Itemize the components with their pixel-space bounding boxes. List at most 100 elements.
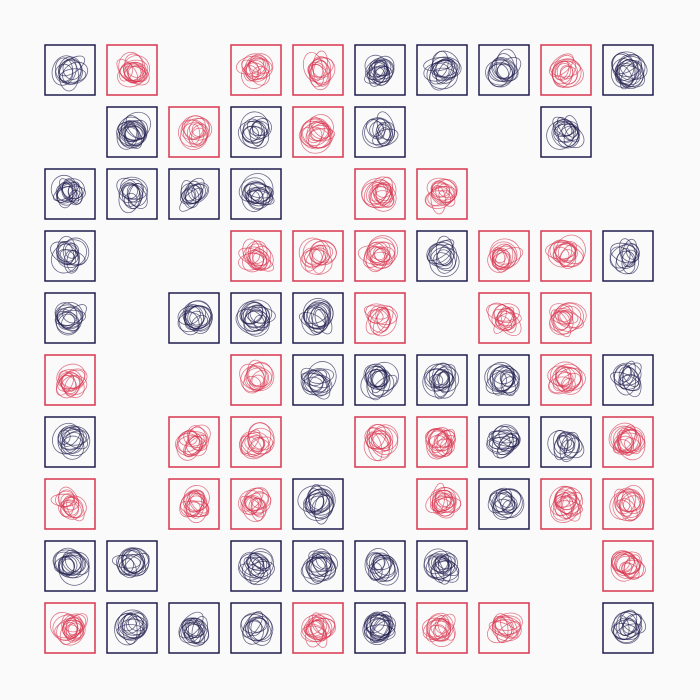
scribble	[620, 492, 645, 518]
scribble	[498, 492, 516, 513]
scribble	[177, 435, 200, 453]
scribble	[492, 424, 520, 452]
cell-frame	[354, 540, 406, 592]
scribble	[309, 617, 336, 639]
scribble	[54, 310, 87, 326]
scribble	[239, 430, 265, 456]
scribble	[310, 123, 332, 142]
scribble	[428, 550, 456, 573]
scribble	[64, 551, 87, 573]
scribble	[547, 430, 575, 459]
cell-frame	[44, 292, 96, 344]
cell	[602, 478, 654, 530]
scribble	[241, 301, 264, 325]
scribble	[492, 243, 516, 268]
scribble	[239, 563, 265, 579]
scribble	[488, 433, 519, 450]
scribble	[430, 244, 452, 265]
scribble	[51, 55, 77, 86]
cell	[416, 416, 468, 468]
cell	[354, 540, 406, 592]
cell	[416, 540, 468, 592]
scribble	[242, 238, 261, 264]
cell-frame	[44, 44, 96, 96]
cell-frame	[416, 602, 468, 654]
scribble	[123, 192, 138, 207]
scribble	[68, 182, 84, 205]
cell-frame	[106, 602, 158, 654]
cell	[416, 44, 468, 96]
scribble	[496, 48, 518, 80]
scribble	[559, 431, 580, 463]
scribble	[363, 364, 388, 390]
scribble	[307, 557, 332, 583]
scribble	[250, 615, 274, 642]
cell-frame	[230, 292, 282, 344]
scribble	[493, 306, 515, 334]
scribble	[434, 487, 457, 517]
scribble	[182, 115, 213, 141]
scribble	[612, 426, 641, 455]
cell-frame	[354, 230, 406, 282]
scribble	[486, 361, 515, 392]
scribble	[125, 115, 146, 140]
cell-frame	[540, 416, 592, 468]
scribble	[121, 182, 138, 199]
cell-frame	[168, 478, 220, 530]
cell	[354, 230, 406, 282]
scribble	[426, 61, 458, 90]
scribble	[242, 118, 263, 141]
cell-frame	[478, 602, 530, 654]
scribble	[426, 177, 457, 201]
cell-frame	[540, 106, 592, 158]
cell-frame	[540, 292, 592, 344]
scribble	[65, 616, 84, 636]
scribble	[362, 616, 390, 646]
scribble	[62, 61, 89, 85]
scribble	[494, 315, 512, 331]
scribble	[178, 310, 200, 336]
cell	[168, 416, 220, 468]
scribble	[114, 613, 141, 646]
scribble	[555, 62, 572, 81]
scribble	[246, 555, 265, 570]
scribble	[306, 361, 337, 394]
scribble	[300, 369, 325, 393]
scribble	[308, 489, 331, 512]
scribble	[118, 116, 147, 145]
scribble	[374, 55, 395, 77]
scribble	[63, 432, 84, 454]
scribble	[180, 617, 209, 647]
scribble	[616, 551, 643, 575]
scribble	[61, 552, 90, 575]
scribble	[252, 251, 268, 271]
scribble	[552, 494, 581, 521]
scribble	[242, 556, 271, 586]
cell-frame	[292, 106, 344, 158]
scribble	[428, 363, 457, 388]
scribble	[248, 126, 266, 140]
cell	[540, 416, 592, 468]
scribble	[552, 495, 573, 519]
scribble	[301, 368, 331, 396]
scribble	[429, 59, 454, 91]
cell-frame	[416, 478, 468, 530]
scribble	[493, 616, 513, 637]
scribble	[368, 242, 386, 261]
cell-frame	[230, 106, 282, 158]
scribble	[242, 620, 264, 645]
scribble	[488, 621, 519, 639]
scribble	[188, 493, 205, 519]
cell-frame	[168, 292, 220, 344]
cell-frame	[168, 106, 220, 158]
cell	[106, 106, 158, 158]
scribble	[549, 361, 582, 392]
cell	[230, 292, 282, 344]
scribble	[187, 180, 203, 202]
scribble	[614, 63, 646, 88]
cell	[354, 168, 406, 220]
cell-frame	[44, 416, 96, 468]
scribble	[611, 52, 635, 81]
scribble	[556, 432, 585, 459]
